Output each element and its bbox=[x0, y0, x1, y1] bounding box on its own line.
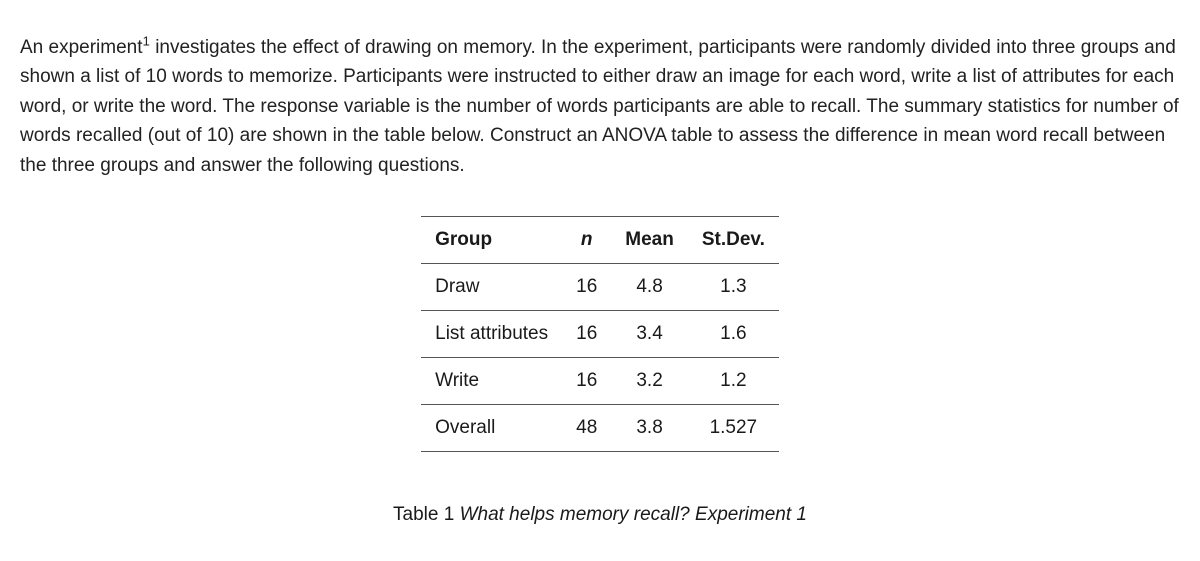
col-mean: Mean bbox=[611, 217, 688, 264]
col-n: n bbox=[562, 217, 611, 264]
question-page: An experiment1 investigates the effect o… bbox=[0, 0, 1200, 556]
cell-sd: 1.6 bbox=[688, 311, 779, 358]
table-row: List attributes 16 3.4 1.6 bbox=[421, 311, 779, 358]
cell-group: Overall bbox=[421, 405, 562, 452]
cell-mean: 3.4 bbox=[611, 311, 688, 358]
caption-text: What helps memory recall? Experiment 1 bbox=[460, 504, 807, 525]
cell-group: Draw bbox=[421, 264, 562, 311]
summary-table: Group n Mean St.Dev. Draw 16 4.8 1.3 Lis… bbox=[421, 216, 779, 452]
cell-n: 16 bbox=[562, 311, 611, 358]
table-caption: Table 1 What helps memory recall? Experi… bbox=[20, 504, 1180, 526]
cell-sd: 1.2 bbox=[688, 358, 779, 405]
col-stdev: St.Dev. bbox=[688, 217, 779, 264]
col-group: Group bbox=[421, 217, 562, 264]
cell-mean: 3.8 bbox=[611, 405, 688, 452]
cell-sd: 1.527 bbox=[688, 405, 779, 452]
cell-mean: 4.8 bbox=[611, 264, 688, 311]
summary-table-wrap: Group n Mean St.Dev. Draw 16 4.8 1.3 Lis… bbox=[20, 216, 1180, 452]
cell-n: 16 bbox=[562, 264, 611, 311]
table-row: Overall 48 3.8 1.527 bbox=[421, 405, 779, 452]
cell-mean: 3.2 bbox=[611, 358, 688, 405]
prompt-text-pre: An experiment bbox=[20, 37, 143, 58]
table-row: Write 16 3.2 1.2 bbox=[421, 358, 779, 405]
prompt-text-post: investigates the effect of drawing on me… bbox=[20, 37, 1179, 176]
cell-n: 48 bbox=[562, 405, 611, 452]
cell-sd: 1.3 bbox=[688, 264, 779, 311]
caption-label: Table 1 bbox=[393, 504, 460, 525]
table-header-row: Group n Mean St.Dev. bbox=[421, 217, 779, 264]
footnote-marker: 1 bbox=[143, 34, 150, 49]
cell-group: Write bbox=[421, 358, 562, 405]
question-prompt: An experiment1 investigates the effect o… bbox=[20, 33, 1180, 180]
cell-n: 16 bbox=[562, 358, 611, 405]
table-row: Draw 16 4.8 1.3 bbox=[421, 264, 779, 311]
cell-group: List attributes bbox=[421, 311, 562, 358]
